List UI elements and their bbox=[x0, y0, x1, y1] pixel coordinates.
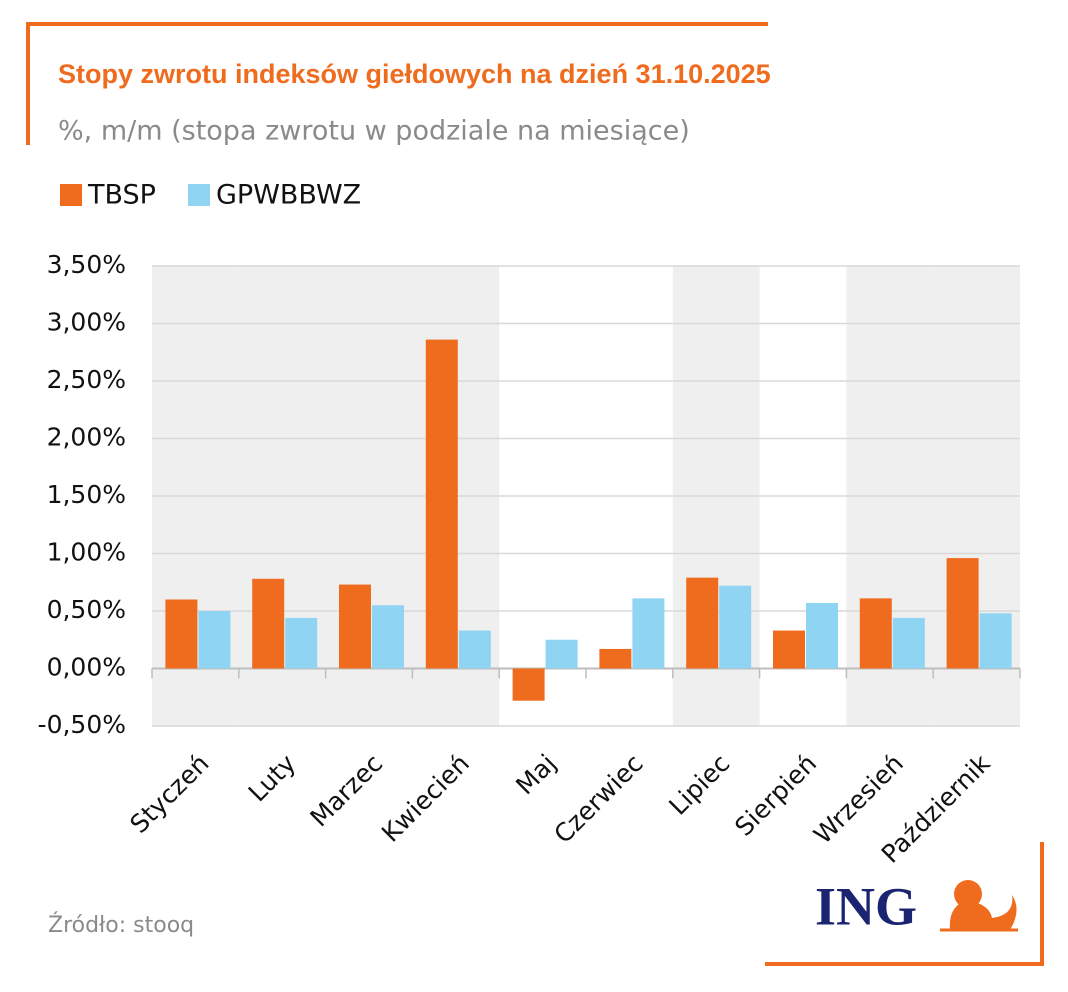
x-tick-label: Czerwiec bbox=[548, 749, 648, 849]
bar bbox=[859, 598, 892, 669]
bar bbox=[806, 602, 838, 669]
x-tick-label: Lipiec bbox=[663, 749, 735, 821]
y-tick-label: 0,50% bbox=[47, 595, 126, 624]
chart-title: Stopy zwrotu indeksów giełdowych na dzie… bbox=[58, 59, 771, 89]
bar bbox=[892, 617, 925, 669]
y-tick-label: 2,00% bbox=[47, 423, 126, 452]
bar bbox=[165, 599, 198, 669]
logo-text: ING bbox=[815, 876, 917, 936]
bar bbox=[339, 584, 371, 669]
y-tick-label: 0,00% bbox=[47, 653, 126, 682]
y-tick-label: 3,50% bbox=[47, 250, 126, 279]
legend-label: TBSP bbox=[87, 180, 156, 211]
bar bbox=[285, 617, 318, 669]
y-tick-label: 3,00% bbox=[47, 308, 126, 337]
chart-subtitle: %, m/m (stopa zwrotu w podziale na miesi… bbox=[58, 116, 690, 147]
bar bbox=[458, 630, 491, 669]
legend-label: GPWBBWZ bbox=[216, 180, 361, 211]
bar bbox=[252, 578, 285, 669]
x-tick-label: Kwiecień bbox=[376, 749, 475, 848]
bar bbox=[686, 577, 719, 669]
bar bbox=[512, 668, 545, 701]
logo-lion bbox=[940, 880, 1018, 932]
y-tick-label: 1,00% bbox=[47, 538, 126, 567]
bar bbox=[198, 611, 231, 669]
x-tick-label: Maj bbox=[510, 749, 562, 801]
bar bbox=[599, 648, 632, 669]
legend-swatch bbox=[188, 184, 210, 206]
frame-corner bbox=[765, 842, 1044, 966]
x-tick-label: Marzec bbox=[304, 749, 388, 833]
bar bbox=[773, 630, 805, 669]
bar bbox=[425, 339, 458, 669]
y-tick-label: 2,50% bbox=[47, 365, 126, 394]
legend-swatch bbox=[60, 184, 82, 206]
bar bbox=[946, 558, 979, 669]
bar bbox=[632, 598, 665, 669]
frame-corner bbox=[26, 22, 768, 145]
y-tick-label: -0,50% bbox=[38, 710, 126, 739]
x-tick-label: Luty bbox=[243, 749, 302, 808]
bar bbox=[719, 585, 752, 669]
source-note: Źródło: stooq bbox=[48, 912, 194, 938]
y-tick-label: 1,50% bbox=[47, 480, 126, 509]
bar bbox=[545, 639, 578, 669]
bar bbox=[979, 613, 1012, 669]
x-tick-label: Styczeń bbox=[124, 749, 214, 839]
bar bbox=[372, 605, 404, 669]
